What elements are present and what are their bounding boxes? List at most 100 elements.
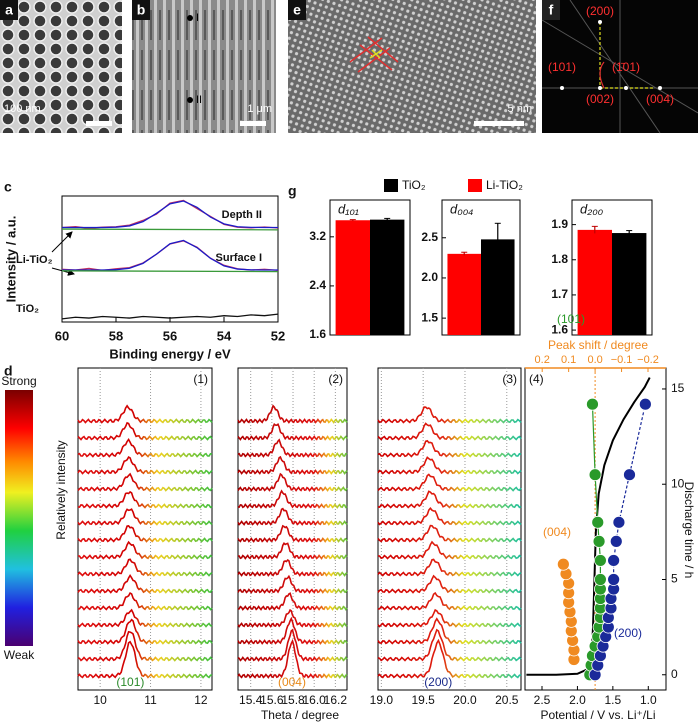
panel-number: (1) xyxy=(193,372,208,386)
diffraction-curve xyxy=(377,490,522,509)
legend-label: TiO₂ xyxy=(402,178,426,192)
panel-label-box xyxy=(542,0,560,20)
shift-point xyxy=(609,534,623,548)
spectrum-line xyxy=(61,270,279,273)
y-tick-label: 3.2 xyxy=(309,229,326,243)
diffraction-curve xyxy=(237,558,348,577)
x-axis-label: Potential / V vs. Li⁺/Li xyxy=(540,708,655,722)
diffraction-curve xyxy=(377,617,522,645)
diffraction-curve xyxy=(77,640,213,679)
shift-point xyxy=(612,515,626,529)
diffraction-curve xyxy=(377,473,522,492)
diffraction-curve xyxy=(377,638,522,679)
x-tick-label: 20.0 xyxy=(453,693,477,707)
diffraction-curve xyxy=(77,573,213,594)
diffraction-curve xyxy=(77,508,213,526)
colorbar-top: Strong xyxy=(1,374,36,388)
panel-label-box xyxy=(288,0,306,20)
diffraction-curve xyxy=(238,542,348,560)
diffraction-curve xyxy=(377,439,522,458)
bar xyxy=(577,229,612,335)
spot-label: (1̄01) xyxy=(612,60,640,74)
series-label: (101) xyxy=(557,312,585,326)
y-tick-label: 2.0 xyxy=(421,270,438,284)
panel-label-box xyxy=(132,0,150,20)
diffraction-curve xyxy=(377,574,522,594)
diffraction-curve xyxy=(77,472,213,492)
panel-label: a xyxy=(5,2,13,18)
y-tick-label: 1.7 xyxy=(551,287,568,301)
diffraction-curve xyxy=(377,558,522,577)
diffraction-curve xyxy=(77,630,213,662)
panel-number: (3) xyxy=(502,372,517,386)
diffraction-curve xyxy=(237,404,348,424)
x2-tick-label: 0.2 xyxy=(535,354,550,366)
diffraction-spot xyxy=(598,20,602,24)
bar xyxy=(447,253,481,335)
x-tick-label: 19.5 xyxy=(411,693,435,707)
diffraction-curve xyxy=(237,422,348,441)
diffraction-curve xyxy=(378,540,522,560)
x2-tick-label: 0.0 xyxy=(587,354,602,366)
annotation: Surface I xyxy=(216,252,262,264)
y-tick-label: 15 xyxy=(671,381,685,395)
x-tick-label: 16.0 xyxy=(303,693,327,707)
colorbar-bottom: Weak xyxy=(4,648,35,662)
diffraction-curve xyxy=(77,421,213,441)
subplot-title: d₂₀₀ xyxy=(580,201,604,216)
x-tick-label: 58 xyxy=(109,328,123,343)
panel-label: f xyxy=(549,2,554,18)
scale-bar-label: 1 μm xyxy=(247,103,272,115)
marker-label: II xyxy=(196,94,202,106)
x-tick-label: 2.5 xyxy=(534,693,551,707)
x-tick-label: 20.5 xyxy=(495,693,519,707)
annotation: TiO₂ xyxy=(16,303,39,315)
panel-label: e xyxy=(293,2,301,18)
diffraction-curve xyxy=(237,638,348,679)
shift-point xyxy=(607,573,621,586)
x-tick-label: 15.8 xyxy=(281,693,305,707)
shift-point xyxy=(586,397,599,411)
shift-point xyxy=(607,554,621,567)
diffraction-curve xyxy=(77,608,213,628)
spot-label: (004) xyxy=(646,92,674,106)
diffraction-curve xyxy=(77,592,213,611)
y-tick-label: 1.8 xyxy=(551,252,568,266)
colorbar xyxy=(5,390,33,646)
x-tick-label: 56 xyxy=(163,328,177,343)
plot-frame xyxy=(377,367,522,691)
diffraction-curve xyxy=(377,524,522,543)
diffraction-curve xyxy=(77,404,213,424)
y-tick-label: 0 xyxy=(671,667,678,681)
subplot-title: d₀₀₄ xyxy=(450,201,473,216)
spot-label: (002) xyxy=(586,92,614,106)
shift-point xyxy=(556,557,570,571)
diffraction-curve xyxy=(377,591,522,611)
diffraction-curve xyxy=(237,507,348,526)
scale-bar-label: 5 nm xyxy=(508,103,532,115)
legend-swatch xyxy=(384,179,398,192)
shift-point xyxy=(638,397,652,411)
x-tick-label: 15.6 xyxy=(260,693,284,707)
annotation: Depth II xyxy=(222,209,262,221)
fft-streaks xyxy=(541,0,698,134)
peak-label: (101) xyxy=(116,675,144,689)
marker-dot xyxy=(187,15,193,21)
bar xyxy=(612,233,647,335)
x-tick-label: 11 xyxy=(144,693,157,707)
x-tick-label: 10 xyxy=(93,693,107,707)
peak-label: (004) xyxy=(278,675,306,689)
x-tick-label: 15.4 xyxy=(239,693,263,707)
y-tick-label: 5 xyxy=(671,572,678,586)
lattice-angle xyxy=(369,49,383,59)
diffraction-curve xyxy=(77,525,213,543)
shift-point xyxy=(593,554,607,567)
diffraction-curve xyxy=(237,608,348,628)
shift-point xyxy=(591,515,605,529)
diffraction-spot xyxy=(598,86,602,90)
x-tick-label: 1.5 xyxy=(605,693,622,707)
shift-point xyxy=(623,468,636,482)
diffraction-curve xyxy=(78,540,213,560)
diffraction-curve xyxy=(77,618,213,645)
